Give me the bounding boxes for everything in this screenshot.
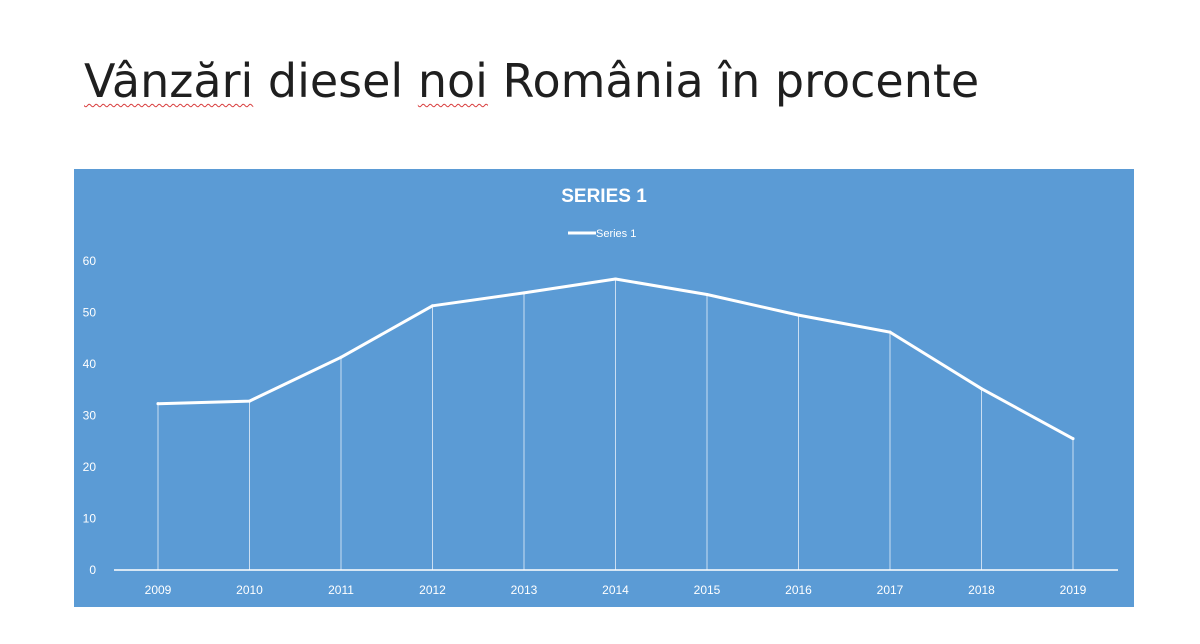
slide-title-word-romania: România în procente [487, 54, 980, 108]
x-tick-label: 2011 [328, 583, 354, 597]
y-tick-label: 60 [83, 254, 97, 268]
x-tick-label: 2012 [419, 583, 446, 597]
data-point [156, 402, 160, 406]
y-axis-ticks: 0 10 20 30 40 50 60 [83, 254, 97, 577]
data-point [431, 304, 434, 308]
chart-legend: Series 1 [568, 228, 636, 240]
chart-area: SERIES 1 Series 1 0 10 20 30 40 50 60 2009 2010… [74, 169, 1134, 607]
chart-title: SERIES 1 [561, 186, 647, 207]
x-axis-ticks: 2009 2010 2011 2012 2013 2014 2015 2016 2017 2018… [145, 583, 1087, 597]
y-tick-label: 20 [83, 460, 97, 474]
x-tick-label: 2014 [602, 583, 629, 597]
x-tick-label: 2010 [236, 583, 263, 597]
slide-title: Vânzări diesel noi România în procente [84, 56, 979, 107]
x-tick-label: 2017 [877, 583, 904, 597]
slide-title-word-diesel: diesel [253, 54, 418, 108]
x-tick-label: 2009 [145, 583, 172, 597]
x-tick-label: 2016 [785, 583, 812, 597]
data-point [248, 399, 251, 403]
y-tick-label: 30 [83, 409, 97, 423]
x-tick-label: 2013 [511, 583, 538, 597]
data-point [614, 277, 617, 281]
data-point [339, 355, 343, 359]
data-point [797, 313, 800, 317]
y-tick-label: 0 [89, 563, 96, 577]
data-point [705, 292, 709, 296]
data-point [980, 387, 983, 391]
slide-title-word-vanzari: Vânzări [84, 54, 254, 108]
line-chart: SERIES 1 Series 1 0 10 20 30 40 50 60 2009 2010… [83, 186, 1118, 597]
y-tick-label: 40 [83, 357, 97, 371]
x-tick-label: 2015 [694, 583, 721, 597]
y-tick-label: 10 [83, 512, 97, 526]
series-layer [156, 277, 1075, 441]
data-point [1071, 437, 1075, 441]
y-tick-label: 50 [83, 306, 97, 320]
legend-label: Series 1 [596, 228, 636, 240]
drop-lines [157, 279, 1074, 570]
slide-title-word-noi: noi [417, 54, 488, 108]
data-point [888, 330, 892, 334]
data-point [522, 291, 526, 295]
x-tick-label: 2019 [1060, 583, 1087, 597]
x-tick-label: 2018 [968, 583, 995, 597]
